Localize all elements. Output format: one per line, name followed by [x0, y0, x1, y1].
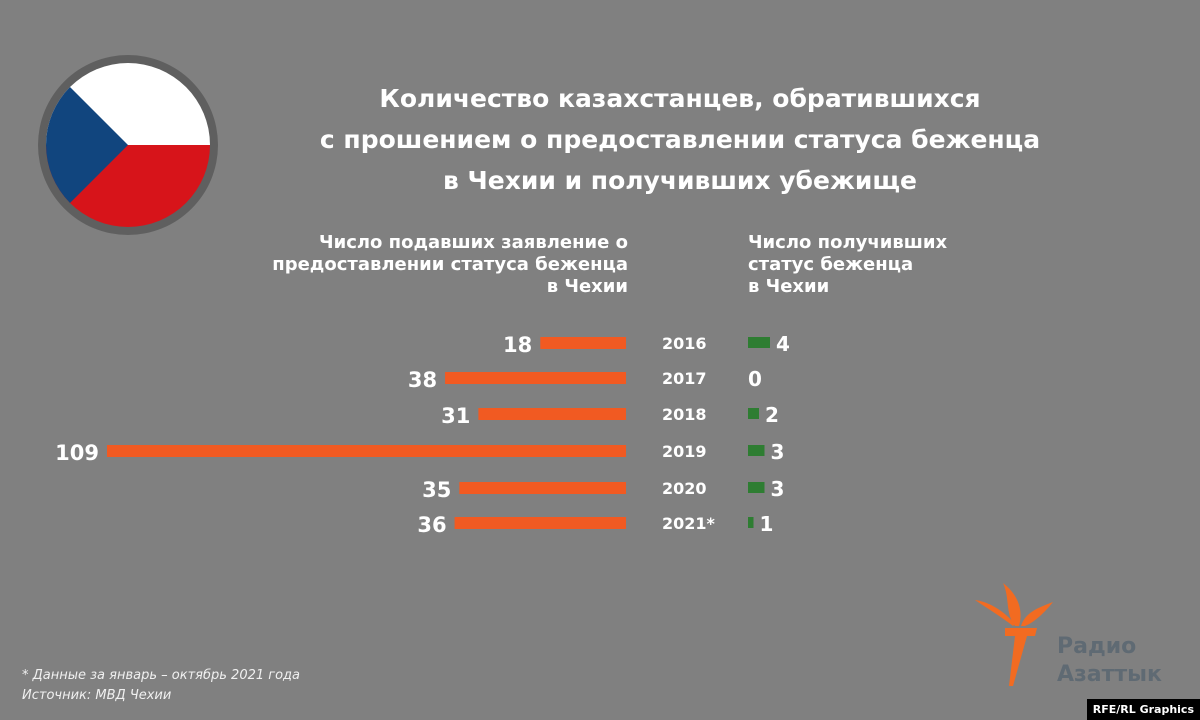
applications-value-label: 109 — [55, 441, 99, 465]
title-line: в Чехии и получивших убежище — [443, 166, 917, 195]
applications-bar — [478, 408, 626, 420]
year-label: 2017 — [662, 369, 707, 388]
granted-bar — [748, 517, 754, 528]
footnotes: * Данные за январь – октябрь 2021 года И… — [22, 666, 300, 706]
chart-title: Количество казахстанцев, обратившихся с … — [300, 78, 1060, 201]
left-series-header: Число подавших заявление о предоставлени… — [200, 232, 628, 298]
year-label: 2018 — [662, 405, 707, 424]
applications-value-label: 35 — [422, 478, 451, 502]
granted-value-label: 1 — [760, 512, 774, 536]
applications-value-label: 31 — [441, 404, 470, 428]
title-line: с прошением о предоставлении статуса беж… — [319, 125, 1041, 154]
granted-bar — [748, 337, 770, 348]
granted-bar — [748, 482, 765, 493]
granted-bar — [748, 408, 759, 419]
applications-bar — [454, 517, 626, 529]
header-line: в Чехии — [748, 276, 830, 297]
applications-bar — [107, 445, 626, 457]
year-label: 2020 — [662, 479, 707, 498]
granted-value-label: 3 — [771, 477, 785, 501]
right-series-header: Число получивших статус беженца в Чехии — [748, 232, 1048, 298]
header-line: статус беженца — [748, 254, 914, 275]
year-label: 2016 — [662, 334, 707, 353]
source-note: Источник: МВД Чехии — [22, 688, 172, 703]
applications-bar — [540, 337, 626, 349]
applications-value-label: 18 — [503, 333, 532, 357]
czech-flag — [38, 55, 218, 235]
header-line: в Чехии — [546, 276, 628, 297]
applications-value-label: 38 — [408, 368, 437, 392]
header-line: Число подавших заявление о — [319, 232, 628, 253]
applications-value-label: 36 — [417, 513, 446, 537]
granted-value-label: 2 — [765, 403, 779, 427]
logo-text-line1: Радио — [1057, 634, 1136, 659]
granted-bar — [748, 445, 765, 456]
credit-label: RFE/RL Graphics — [1086, 699, 1200, 720]
applications-bar — [445, 372, 626, 384]
granted-value-label: 3 — [771, 440, 785, 464]
logo-text-line2: Азаттык — [1057, 662, 1162, 687]
header-line: Число получивших — [748, 232, 948, 253]
year-label: 2021* — [662, 514, 716, 533]
title-line: Количество казахстанцев, обратившихся — [379, 84, 981, 113]
radio-azattyk-logo: Радио Азаттык — [965, 578, 1165, 692]
granted-value-label: 0 — [748, 367, 762, 391]
applications-bar — [459, 482, 626, 494]
year-label: 2019 — [662, 442, 707, 461]
footnote: * Данные за январь – октябрь 2021 года — [22, 668, 301, 683]
header-line: предоставлении статуса беженца — [272, 254, 628, 275]
granted-value-label: 4 — [776, 332, 790, 356]
